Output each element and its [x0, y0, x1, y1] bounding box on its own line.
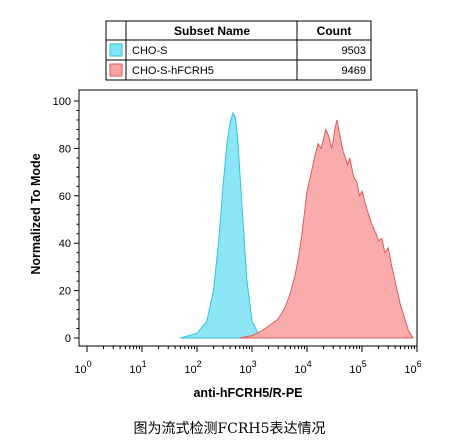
- series-area-1: [239, 119, 415, 339]
- y-tick-label-4: 80: [59, 143, 71, 155]
- y-axis: 0 20 40 60 80 100: [53, 96, 79, 345]
- histogram-chart: Subset Name Count CHO-S 9503 CHO-S-hFCRH…: [29, 20, 422, 400]
- legend-swatch-cho-s: [109, 43, 123, 57]
- y-tick-label-5: 100: [53, 96, 71, 108]
- x-tick-label-4: 104: [294, 359, 311, 376]
- x-tick-label-1: 101: [129, 359, 146, 376]
- x-axis: 100 101 102 103 104 105 106: [74, 346, 422, 376]
- legend-count-cho-s-hfcrh5: 9469: [342, 65, 366, 77]
- y-tick-label-3: 60: [59, 191, 71, 203]
- legend-name-cho-s: CHO-S: [132, 45, 167, 57]
- x-tick-label-2: 102: [184, 359, 201, 376]
- legend-swatch-cho-s-hfcrh5: [109, 63, 123, 77]
- x-axis-label: anti-hFCRH5/R-PE: [193, 386, 302, 400]
- x-tick-label-6: 106: [404, 359, 421, 376]
- y-tick-label-1: 20: [59, 286, 71, 298]
- x-tick-label-3: 103: [239, 359, 256, 376]
- legend-name-cho-s-hfcrh5: CHO-S-hFCRH5: [132, 65, 214, 77]
- y-tick-label-2: 40: [59, 238, 71, 250]
- y-axis-label: Normalized To Mode: [29, 153, 43, 274]
- figure-caption: 图为流式检测FCRH5表达情况: [133, 421, 326, 437]
- series-layer: [180, 111, 415, 339]
- x-tick-label-5: 105: [349, 359, 366, 376]
- legend-header-count: Count: [317, 24, 352, 38]
- legend-count-cho-s: 9503: [342, 45, 366, 57]
- x-tick-label-0: 100: [74, 359, 91, 376]
- y-tick-label-0: 0: [65, 333, 71, 345]
- legend-table: Subset Name Count CHO-S 9503 CHO-S-hFCRH…: [105, 20, 372, 81]
- legend-header-name: Subset Name: [174, 24, 250, 38]
